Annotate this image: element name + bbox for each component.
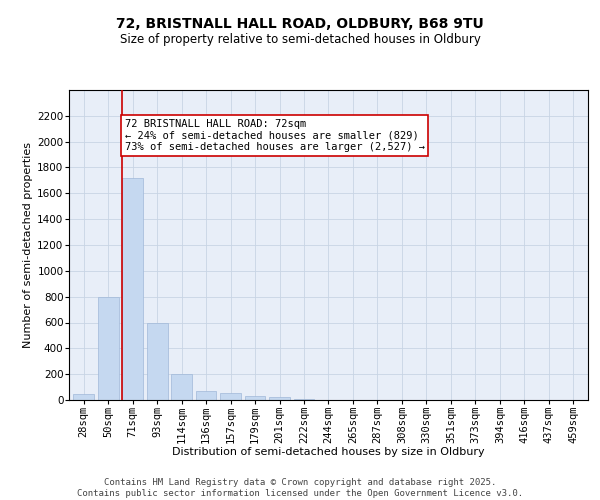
Text: 72 BRISTNALL HALL ROAD: 72sqm
← 24% of semi-detached houses are smaller (829)
73: 72 BRISTNALL HALL ROAD: 72sqm ← 24% of s… <box>125 119 425 152</box>
Y-axis label: Number of semi-detached properties: Number of semi-detached properties <box>23 142 33 348</box>
Bar <box>269 397 290 400</box>
Bar <box>147 322 167 400</box>
Bar <box>73 394 94 400</box>
X-axis label: Distribution of semi-detached houses by size in Oldbury: Distribution of semi-detached houses by … <box>172 447 485 457</box>
Bar <box>98 296 119 400</box>
Bar <box>245 396 265 400</box>
Bar <box>196 391 217 400</box>
Bar <box>293 398 314 400</box>
Bar <box>171 374 192 400</box>
Bar <box>122 178 143 400</box>
Text: 72, BRISTNALL HALL ROAD, OLDBURY, B68 9TU: 72, BRISTNALL HALL ROAD, OLDBURY, B68 9T… <box>116 18 484 32</box>
Text: Contains HM Land Registry data © Crown copyright and database right 2025.
Contai: Contains HM Land Registry data © Crown c… <box>77 478 523 498</box>
Bar <box>220 393 241 400</box>
Text: Size of property relative to semi-detached houses in Oldbury: Size of property relative to semi-detach… <box>119 32 481 46</box>
